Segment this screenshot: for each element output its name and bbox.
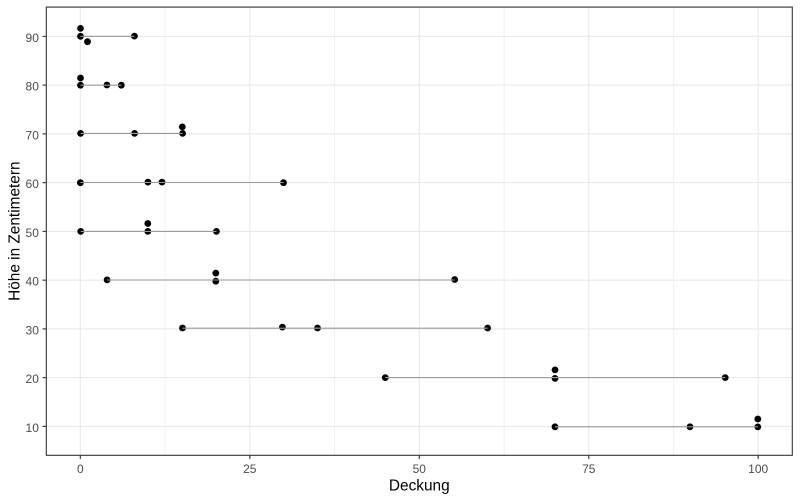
svg-text:90: 90 (26, 31, 40, 45)
svg-text:25: 25 (243, 462, 257, 476)
svg-text:70: 70 (26, 128, 40, 142)
svg-text:80: 80 (26, 80, 40, 94)
svg-text:75: 75 (582, 462, 596, 476)
svg-text:10: 10 (26, 421, 40, 435)
svg-text:50: 50 (413, 462, 427, 476)
svg-text:50: 50 (26, 226, 40, 240)
svg-text:Höhe in Zentimetern: Höhe in Zentimetern (7, 161, 24, 300)
svg-text:60: 60 (26, 177, 40, 191)
svg-text:20: 20 (26, 372, 40, 386)
svg-text:30: 30 (26, 323, 40, 337)
svg-text:100: 100 (748, 462, 768, 476)
svg-text:40: 40 (26, 275, 40, 289)
svg-text:Deckung: Deckung (389, 477, 450, 494)
svg-text:0: 0 (77, 462, 84, 476)
